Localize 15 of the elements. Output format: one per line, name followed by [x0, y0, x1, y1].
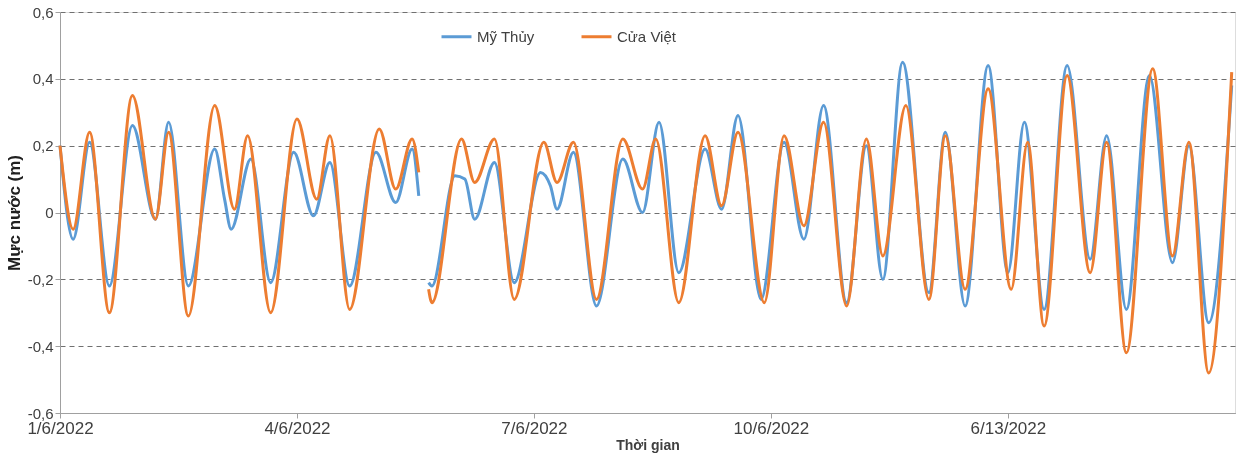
x-axis-title: Thời gian: [616, 436, 680, 453]
y-tick-label: 0,2: [32, 137, 54, 155]
y-tick-label: 0,4: [32, 70, 54, 88]
y-tick-label: -0,4: [27, 337, 54, 355]
y-axis-title: Mực nước (m): [4, 154, 24, 272]
y-tick-label: 0: [45, 204, 54, 221]
x-tick-label: 6/13/2022: [970, 418, 1047, 438]
x-tick-label: 10/6/2022: [733, 418, 810, 438]
y-tick-label: -0,6: [27, 404, 54, 422]
legend-label: Cửa Việt: [617, 27, 677, 45]
y-tick-label: 0,6: [32, 3, 54, 21]
y-tick-label: -0,2: [27, 270, 54, 288]
x-tick-label: 4/6/2022: [264, 418, 331, 438]
legend-label: Mỹ Thủy: [477, 27, 535, 45]
x-tick-label: 7/6/2022: [501, 418, 568, 438]
